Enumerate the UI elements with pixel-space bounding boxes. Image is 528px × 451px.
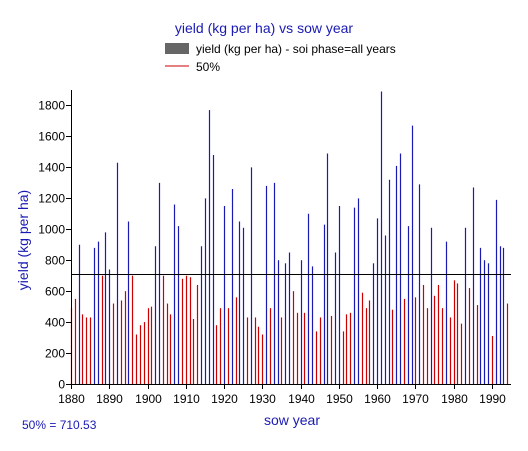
x-axis-title: sow year [264, 412, 320, 428]
chart-title: yield (kg per ha) vs sow year [175, 20, 354, 36]
legend-swatch-yield [165, 43, 189, 54]
legend: yield (kg per ha) - soi phase=all years … [165, 42, 396, 74]
y-tick-label-400: 400 [45, 316, 65, 330]
bars-group [70, 91, 509, 384]
y-tick-label-600: 600 [45, 285, 65, 299]
x-tick-label-1990: 1990 [479, 392, 506, 406]
y-tick-label-1400: 1400 [38, 161, 65, 175]
x-tick-label-1910: 1910 [173, 392, 200, 406]
y-axis-title: yield (kg per ha) [15, 190, 31, 290]
x-tick-label-1970: 1970 [402, 392, 429, 406]
x-tick-label-1950: 1950 [326, 392, 353, 406]
y-tick-label-1200: 1200 [38, 192, 65, 206]
x-tick-label-1980: 1980 [441, 392, 468, 406]
y-tick-label-1800: 1800 [38, 99, 65, 113]
x-tick-label-1920: 1920 [211, 392, 238, 406]
y-tick-label-200: 200 [45, 347, 65, 361]
y-tick-label-800: 800 [45, 254, 65, 268]
x-tick-label-1890: 1890 [96, 392, 123, 406]
axes-group [71, 90, 511, 385]
ticks-group: 0 200 400 600 800 1000 1200 1400 1600 1800 1880 189… [38, 99, 506, 407]
x-tick-label-1940: 1940 [288, 392, 315, 406]
x-tick-label-1930: 1930 [249, 392, 276, 406]
legend-label-yield: yield (kg per ha) - soi phase=all years [196, 42, 396, 56]
legend-label-50pct: 50% [196, 60, 220, 74]
x-tick-label-1960: 1960 [364, 392, 391, 406]
y-tick-label-1000: 1000 [38, 223, 65, 237]
x-tick-label-1900: 1900 [135, 392, 162, 406]
y-tick-label-1600: 1600 [38, 130, 65, 144]
y-tick-label-0: 0 [58, 378, 65, 392]
footer-threshold-label: 50% = 710.53 [22, 418, 97, 432]
x-tick-label-1880: 1880 [58, 392, 85, 406]
